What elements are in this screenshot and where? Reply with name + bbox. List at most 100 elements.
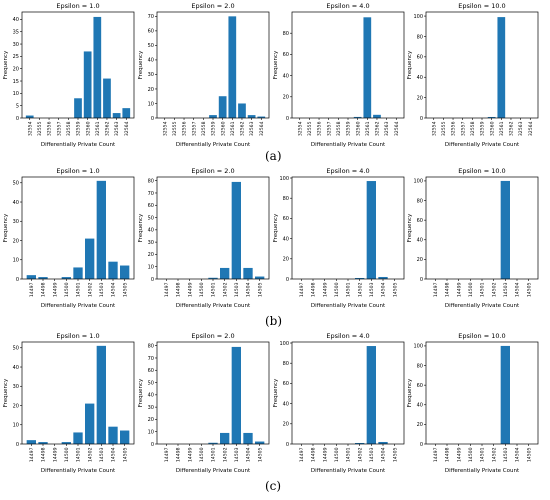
y-tick-label: 0 <box>16 116 19 122</box>
y-tick-label: 80 <box>148 178 154 184</box>
x-tick-label: 14501 <box>211 447 217 462</box>
bar-14498 <box>38 277 48 279</box>
x-tick-label: 32556 <box>317 121 323 136</box>
y-tick-label: 20 <box>417 422 423 428</box>
x-axis-label: Differentially Private Count <box>41 468 116 474</box>
x-axis-label: Differentially Private Count <box>176 142 251 148</box>
bar-14504 <box>378 441 388 444</box>
x-tick-label: 14497 <box>164 447 170 462</box>
y-tick-label: 60 <box>283 216 289 222</box>
bar-32559 <box>209 115 217 118</box>
x-tick-label: 14497 <box>299 447 305 462</box>
x-tick-label: 14497 <box>29 447 35 462</box>
y-tick-label: 0 <box>16 442 19 448</box>
x-tick-label: 32558 <box>470 121 476 136</box>
y-tick-label: 100 <box>413 14 423 20</box>
y-tick-label: 20 <box>283 257 289 263</box>
plot-frame <box>21 341 135 445</box>
y-tick-label: 20 <box>417 95 423 101</box>
x-tick-label: 32557 <box>326 121 332 136</box>
plot-frame <box>425 11 539 119</box>
x-tick-label: 14499 <box>52 447 58 462</box>
chart-1-2: Epsilon = 2.0 Frequency Differentially Pri… <box>138 2 270 148</box>
bar-32560 <box>83 51 92 118</box>
y-axis-label: Frequency <box>273 50 279 79</box>
x-tick-label: 14502 <box>87 447 93 462</box>
plot-frame <box>425 176 539 280</box>
x-tick-label: 14502 <box>491 447 497 462</box>
y-tick-label: 30 <box>148 240 154 246</box>
y-tick-label: 50 <box>148 380 154 386</box>
x-tick-label: 14501 <box>480 447 486 462</box>
y-tick-label: 10 <box>148 101 154 107</box>
x-axis-label: Differentially Private Count <box>41 303 116 309</box>
bar-14497 <box>26 275 36 279</box>
y-tick-label: 50 <box>148 43 154 49</box>
y-tick-label: 35 <box>13 30 19 36</box>
x-tick-label: 14498 <box>445 282 451 297</box>
x-tick-label: 14504 <box>111 282 117 297</box>
x-tick-label: 32562 <box>375 121 381 136</box>
x-tick-label: 32564 <box>394 121 400 136</box>
y-tick-label: 20 <box>13 238 19 244</box>
x-tick-label: 32560 <box>489 121 495 136</box>
x-tick-label: 32561 <box>95 121 101 136</box>
x-tick-label: 14504 <box>515 447 521 462</box>
plot-frame <box>291 341 405 445</box>
y-tick-label: 80 <box>417 34 423 40</box>
chart-2-3: Epsilon = 4.0 Frequency Differentially Pri… <box>273 167 405 309</box>
y-tick-label: 60 <box>148 368 154 374</box>
y-tick-label: 40 <box>417 75 423 81</box>
x-tick-label: 32557 <box>56 121 62 136</box>
y-tick-label: 10 <box>13 91 19 97</box>
y-tick-label: 10 <box>13 258 19 264</box>
chart-3-4: Epsilon = 10.0 Frequency Differentially Pr… <box>407 332 539 474</box>
x-axis-label: Differentially Private Count <box>445 468 520 474</box>
y-tick-label: 20 <box>13 403 19 409</box>
x-tick-label: 14501 <box>76 282 82 297</box>
x-axis-label: Differentially Private Count <box>176 303 251 309</box>
y-axis-label: Frequency <box>407 213 413 242</box>
x-tick-label: 14505 <box>526 282 532 297</box>
x-tick-label: 14500 <box>334 447 340 462</box>
bar-14504 <box>378 276 388 279</box>
bar-32560 <box>218 96 227 118</box>
y-tick-label: 40 <box>148 58 154 64</box>
x-tick-label: 32559 <box>480 121 486 136</box>
x-tick-label: 32559 <box>211 121 217 136</box>
plot-frame <box>291 11 405 119</box>
chart-title: Epsilon = 10.0 <box>458 332 505 340</box>
y-tick-label: 60 <box>417 383 423 389</box>
x-axis-label: Differentially Private Count <box>311 142 386 148</box>
x-tick-label: 14497 <box>299 282 305 297</box>
y-axis-label: Frequency <box>3 378 9 407</box>
y-tick-label: 30 <box>13 42 19 48</box>
x-tick-label: 32556 <box>451 121 457 136</box>
x-tick-label: 32554 <box>297 121 303 136</box>
x-tick-label: 14503 <box>99 282 105 297</box>
y-tick-label: 0 <box>16 277 19 283</box>
bar-14505 <box>120 430 130 444</box>
y-tick-label: 20 <box>283 95 289 101</box>
x-tick-label: 14505 <box>122 447 128 462</box>
x-tick-label: 14503 <box>369 447 375 462</box>
y-tick-label: 60 <box>148 203 154 209</box>
x-tick-label: 32561 <box>365 121 371 136</box>
x-tick-label: 14500 <box>64 447 70 462</box>
x-tick-label: 14502 <box>222 447 228 462</box>
y-tick-label: 80 <box>417 198 423 204</box>
bar-14503 <box>96 180 106 279</box>
y-axis-label: Frequency <box>407 378 413 407</box>
y-tick-label: 30 <box>148 72 154 78</box>
x-tick-label: 32563 <box>249 121 255 136</box>
x-tick-label: 32556 <box>182 121 188 136</box>
bar-32559 <box>74 98 82 118</box>
x-tick-label: 14504 <box>381 282 387 297</box>
bar-14501 <box>73 432 83 444</box>
x-tick-label: 32556 <box>47 121 53 136</box>
bar-14505 <box>255 441 265 444</box>
y-tick-label: 70 <box>148 191 154 197</box>
plot-frame <box>21 176 135 280</box>
